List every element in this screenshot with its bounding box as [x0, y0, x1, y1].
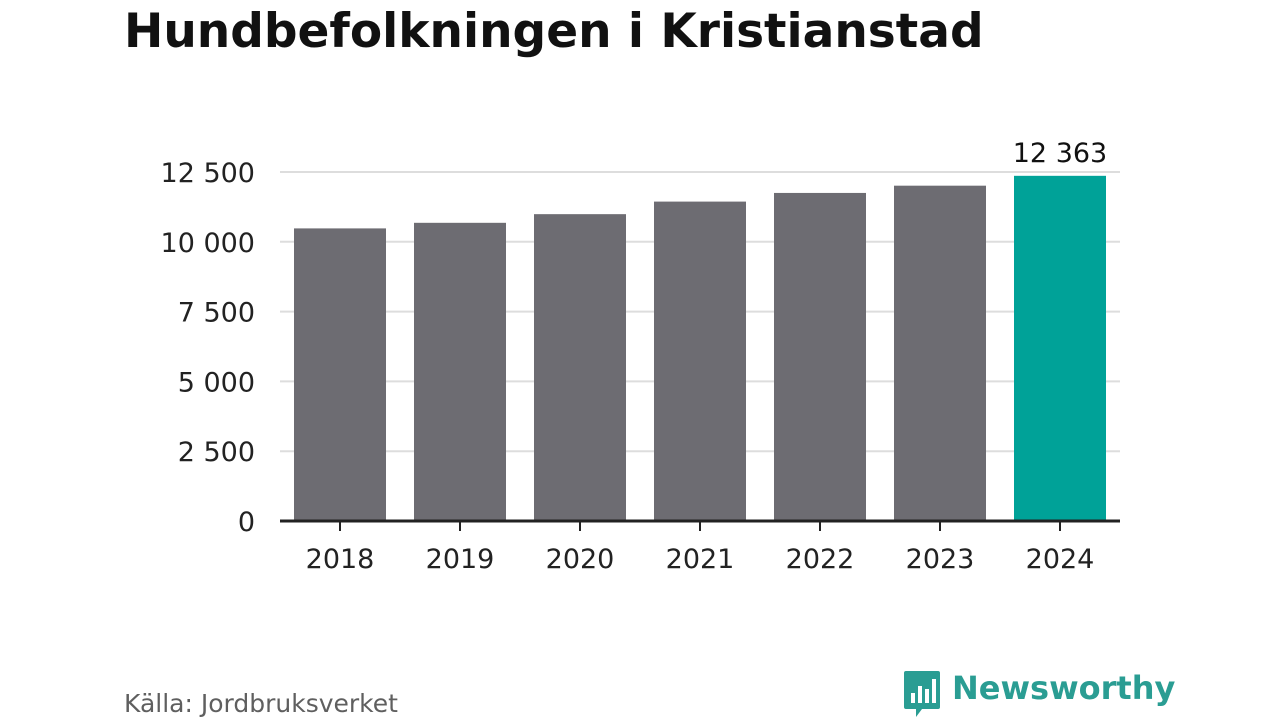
x-tick-label: 2024	[1026, 544, 1095, 575]
bar-2022	[774, 192, 866, 521]
data-label-2024: 12 363	[1013, 138, 1107, 169]
bar-2018	[294, 228, 386, 521]
x-axis: 2018 2019 2020 2021 2022 2023 2024	[280, 519, 1120, 575]
y-tick-label: 7 500	[178, 298, 255, 329]
bar-chart-speech-bubble-icon	[904, 671, 940, 717]
x-tick-label: 2018	[306, 544, 375, 575]
brand-logo: Newsworthy	[902, 668, 1175, 720]
x-tick-label: 2023	[906, 544, 975, 575]
x-tick-label: 2020	[546, 544, 615, 575]
bar-2020	[534, 214, 626, 522]
x-tick-label: 2019	[426, 544, 495, 575]
bar-2019	[414, 222, 506, 522]
y-tick-label: 2 500	[178, 437, 255, 468]
bar-2021	[654, 201, 746, 521]
bar-2024	[1014, 175, 1106, 521]
source-note: Källa: Jordbruksverket	[124, 689, 398, 718]
y-tick-label: 5 000	[178, 367, 255, 398]
bars	[294, 175, 1106, 522]
bar-2023	[894, 185, 986, 522]
chart-title: Hundbefolkningen i Kristianstad	[124, 4, 984, 59]
brand-name: Newsworthy	[952, 669, 1176, 707]
data-labels: 12 363	[1013, 138, 1107, 169]
y-tick-label: 0	[238, 507, 255, 538]
y-tick-label: 12 500	[161, 158, 255, 189]
x-tick-label: 2021	[666, 544, 735, 575]
x-tick-label: 2022	[786, 544, 855, 575]
y-axis-tick-labels: 0 2 500 5 000 7 500 10 000 12 500	[161, 158, 255, 538]
y-tick-label: 10 000	[161, 228, 255, 259]
